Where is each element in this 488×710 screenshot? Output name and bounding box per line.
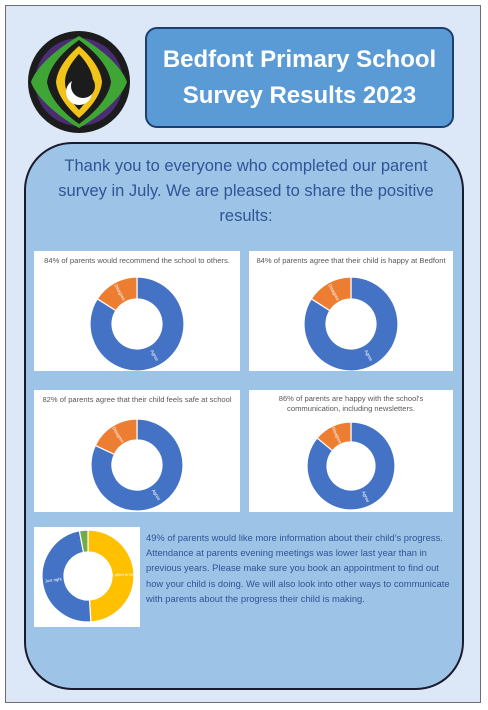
- progress-info-text: 49% of parents would like more informati…: [146, 532, 450, 604]
- title-banner: Bedfont Primary School Survey Results 20…: [145, 27, 454, 128]
- slice-label-agree: Agree: [150, 349, 160, 362]
- chart-title: 82% of parents agree that their child fe…: [42, 395, 232, 404]
- donut-slice-agree: [90, 418, 184, 512]
- chart-title: 84% of parents would recommend the schoo…: [44, 256, 230, 265]
- donut-chart-progress-info: Not often enough Just right: [41, 529, 140, 623]
- donut-slice-just-right: [41, 530, 92, 623]
- chart-card-recommend: 84% of parents would recommend the schoo…: [34, 251, 240, 371]
- slice-label-agree: Agree: [364, 349, 374, 362]
- school-name: Bedfont Primary School: [162, 45, 437, 73]
- donut-slice-agree: [306, 421, 396, 511]
- slice-label-agree: Agree: [361, 490, 371, 503]
- slice-label-just-right: Just right: [44, 576, 62, 583]
- intro-text: Thank you to everyone who completed our …: [58, 157, 434, 225]
- chart-card-progress-info: Not often enough Just right: [34, 527, 140, 627]
- donut-slice-agree: [89, 276, 185, 371]
- chart-title-line: 86% of parents are happy with the school…: [278, 394, 424, 403]
- school-logo-icon: [28, 31, 130, 133]
- donut-slice-disagree: [316, 421, 352, 452]
- chart-card-safe: 82% of parents agree that their child fe…: [34, 390, 240, 512]
- chart-title-line: communication, including newsletters.: [287, 404, 415, 413]
- donut-slice-disagree: [96, 276, 138, 312]
- slice-label-not-often-enough: Not often enough: [107, 571, 140, 577]
- chart-card-communication: 86% of parents are happy with the school…: [249, 390, 453, 512]
- chart-card-happy: 84% of parents agree that their child is…: [249, 251, 453, 371]
- donut-slice-agree: [303, 276, 399, 371]
- chart-title: 86% of parents are happy with the school…: [249, 394, 453, 414]
- donut-slice-disagree: [94, 418, 138, 456]
- slice-label-agree: Agree: [151, 488, 162, 501]
- donut-slice-disagree: [310, 276, 352, 312]
- donut-slice-not-often-enough: [87, 529, 135, 623]
- survey-title: Survey Results 2023: [182, 81, 417, 109]
- chart-title: 84% of parents agree that their child is…: [256, 256, 446, 265]
- donut-slice-slice-3: [78, 529, 89, 554]
